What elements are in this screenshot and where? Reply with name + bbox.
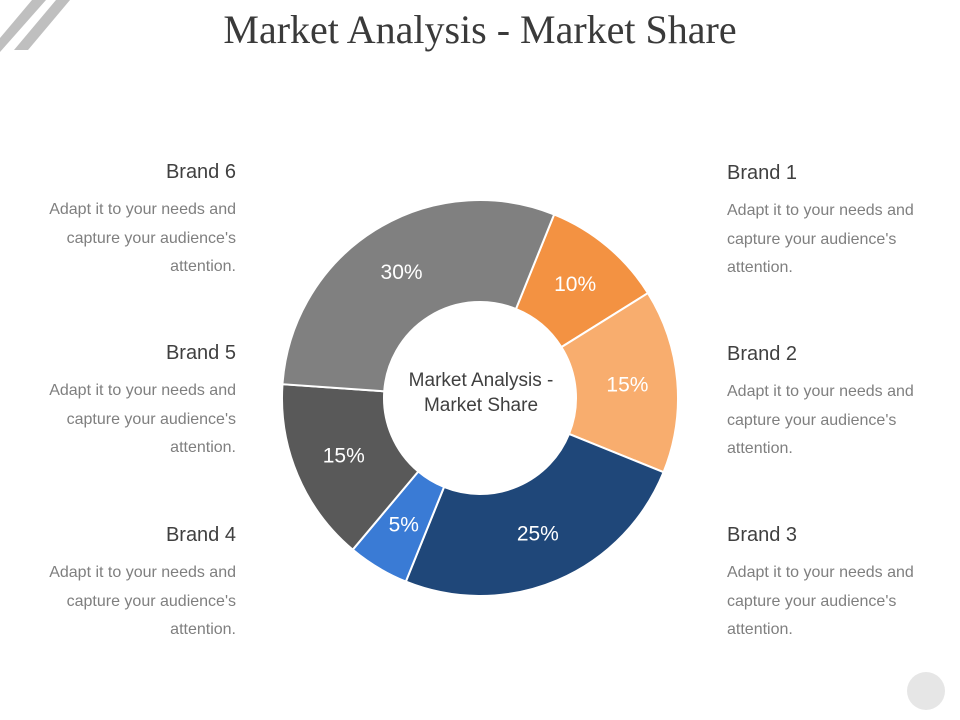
brand-1-description: Adapt it to your needs and capture your … [727,202,914,276]
slice-label-brand-4: 5% [389,513,419,536]
brand-2-block: Brand 2 Adapt it to your needs and captu… [727,342,957,464]
brand-5-block: Brand 5 Adapt it to your needs and captu… [6,341,236,463]
slice-label-brand-1: 10% [554,273,596,296]
brand-2-description: Adapt it to your needs and capture your … [727,383,914,457]
brand-1-block: Brand 1 Adapt it to your needs and captu… [727,161,957,283]
brand-5-name: Brand 5 [165,342,236,364]
slice-label-brand-3: 25% [517,523,559,546]
slice-label-brand-5: 15% [323,444,365,467]
donut-slice-brand-6 [281,199,556,393]
brand-6-block: Brand 6 Adapt it to your needs and captu… [6,160,236,282]
brand-3-block: Brand 3 Adapt it to your needs and captu… [727,523,957,645]
brand-1-name: Brand 1 [727,162,798,184]
brand-4-name: Brand 4 [165,524,236,546]
slice-label-brand-6: 30% [381,261,423,284]
brand-3-description: Adapt it to your needs and capture your … [727,564,914,638]
page-nav-circle-button[interactable] [907,672,945,710]
donut-slice-brand-3 [404,432,665,597]
brand-4-description: Adapt it to your needs and capture your … [49,564,236,638]
brand-3-name: Brand 3 [727,524,798,546]
page-title: Market Analysis - Market Share [223,7,737,52]
brand-2-name: Brand 2 [727,343,798,365]
brand-4-block: Brand 4 Adapt it to your needs and captu… [6,523,236,645]
slice-label-brand-2: 15% [606,374,648,397]
corner-stripes-decoration [0,0,70,52]
brand-6-name: Brand 6 [165,161,236,183]
brand-6-description: Adapt it to your needs and capture your … [49,201,236,275]
brand-5-description: Adapt it to your needs and capture your … [49,382,236,456]
donut-center-label: Market Analysis - Market Share [408,370,554,416]
